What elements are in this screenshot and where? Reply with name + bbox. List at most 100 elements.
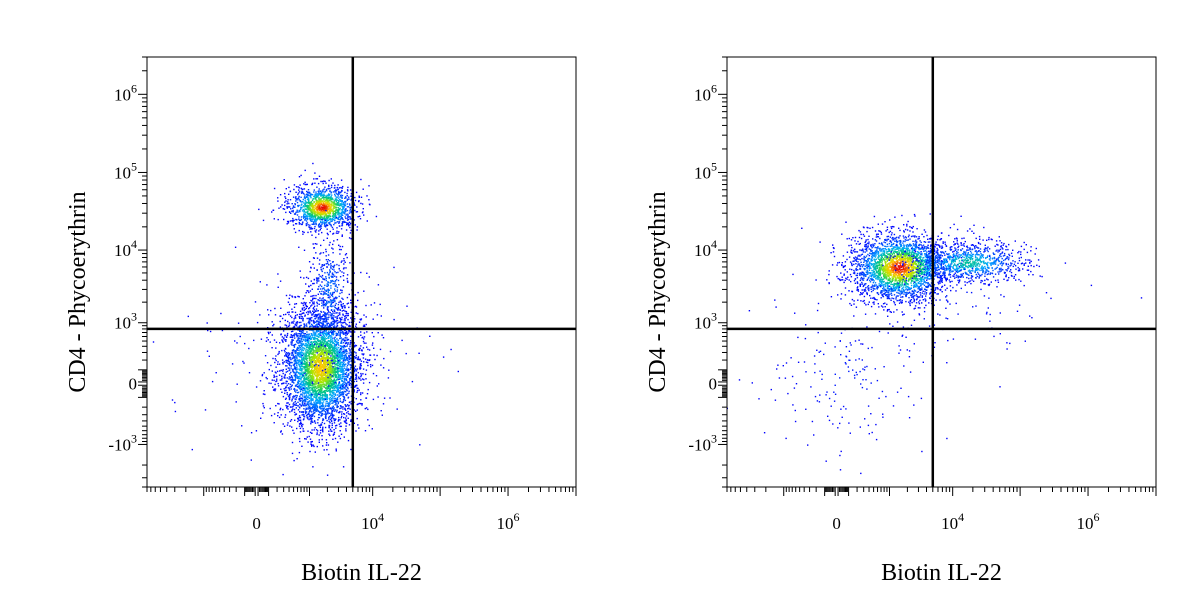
event-dot	[305, 307, 307, 310]
event-dot	[315, 340, 317, 343]
event-dot	[321, 341, 323, 343]
event-dot	[290, 419, 293, 421]
event-dot	[357, 357, 359, 359]
event-dot	[296, 427, 298, 430]
event-dot	[330, 417, 333, 420]
event-dot	[305, 218, 307, 220]
event-dot	[348, 196, 350, 198]
event-dot	[355, 354, 357, 357]
event-dot	[325, 182, 327, 184]
event-dot	[340, 368, 342, 370]
event-dot	[334, 190, 336, 192]
event-dot	[302, 312, 304, 314]
event-dot	[345, 428, 347, 430]
event-dot	[355, 376, 358, 378]
event-dot	[314, 381, 316, 383]
event-dot	[329, 348, 331, 350]
event-dot	[278, 403, 280, 405]
event-dot	[354, 386, 357, 388]
event-dot	[311, 213, 314, 216]
event-dot	[294, 414, 296, 416]
event-dot	[304, 345, 307, 347]
event-dot	[342, 401, 344, 404]
event-dot	[341, 332, 343, 334]
event-dot	[313, 333, 316, 335]
event-dot	[340, 217, 342, 220]
event-dot	[332, 438, 334, 440]
event-dot	[334, 195, 336, 197]
event-dot	[300, 376, 302, 379]
event-dot	[307, 194, 310, 196]
event-dot	[299, 390, 302, 393]
event-dot	[337, 333, 339, 335]
event-dot	[347, 190, 349, 192]
event-dot	[291, 406, 294, 408]
event-dot	[318, 375, 320, 377]
event-dot	[296, 341, 298, 343]
event-dot	[341, 213, 343, 215]
event-dot	[322, 401, 325, 403]
event-dot	[350, 199, 352, 201]
event-dot	[307, 386, 310, 388]
event-dot	[312, 282, 314, 285]
event-dot	[304, 219, 306, 221]
event-dot	[292, 349, 295, 351]
event-dot	[310, 299, 312, 302]
event-dot	[307, 383, 309, 386]
event-dot	[370, 366, 372, 368]
event-dot	[297, 342, 299, 344]
event-dot	[279, 194, 282, 196]
event-dot	[300, 216, 303, 218]
event-dot	[330, 365, 332, 367]
event-dot	[334, 419, 336, 421]
event-dot	[331, 389, 334, 392]
event-dot	[332, 201, 335, 204]
event-dot	[311, 234, 313, 236]
event-dot	[291, 380, 293, 382]
event-dot	[293, 382, 295, 384]
event-dot	[324, 191, 326, 193]
event-dot	[334, 341, 337, 343]
event-dot	[308, 201, 311, 204]
event-dot	[288, 369, 290, 372]
event-dot	[306, 193, 308, 196]
event-dot	[356, 384, 358, 386]
event-dot	[339, 419, 341, 421]
event-dot	[292, 354, 295, 356]
event-dot	[322, 367, 324, 369]
event-dot	[317, 356, 319, 358]
event-dot	[323, 206, 325, 208]
event-dot	[339, 333, 341, 335]
event-dot	[301, 358, 303, 361]
event-dot	[325, 378, 327, 380]
event-dot	[317, 330, 320, 332]
event-dot	[338, 187, 341, 189]
event-dot	[309, 319, 312, 321]
event-dot	[301, 361, 304, 363]
event-dot	[314, 338, 316, 340]
event-dot	[324, 337, 326, 339]
event-dot	[285, 313, 287, 316]
event-dot	[346, 223, 349, 225]
event-dot	[291, 210, 293, 212]
event-dot	[274, 307, 276, 310]
event-dot	[296, 389, 298, 391]
event-dot	[314, 182, 316, 184]
event-dot	[361, 353, 363, 355]
event-dot	[295, 186, 298, 188]
event-dot	[311, 440, 313, 443]
event-dot	[333, 200, 335, 203]
event-dot	[337, 184, 339, 186]
event-dot	[305, 392, 307, 394]
event-dot	[319, 213, 322, 215]
event-dot	[277, 197, 279, 199]
event-dot	[310, 395, 312, 397]
event-dot	[331, 396, 333, 398]
event-dot	[289, 383, 292, 386]
event-dot	[285, 365, 287, 367]
event-dot	[320, 212, 323, 215]
event-dot	[334, 393, 337, 395]
event-dot	[325, 206, 327, 208]
event-dot	[288, 378, 290, 380]
event-dot	[316, 193, 318, 195]
